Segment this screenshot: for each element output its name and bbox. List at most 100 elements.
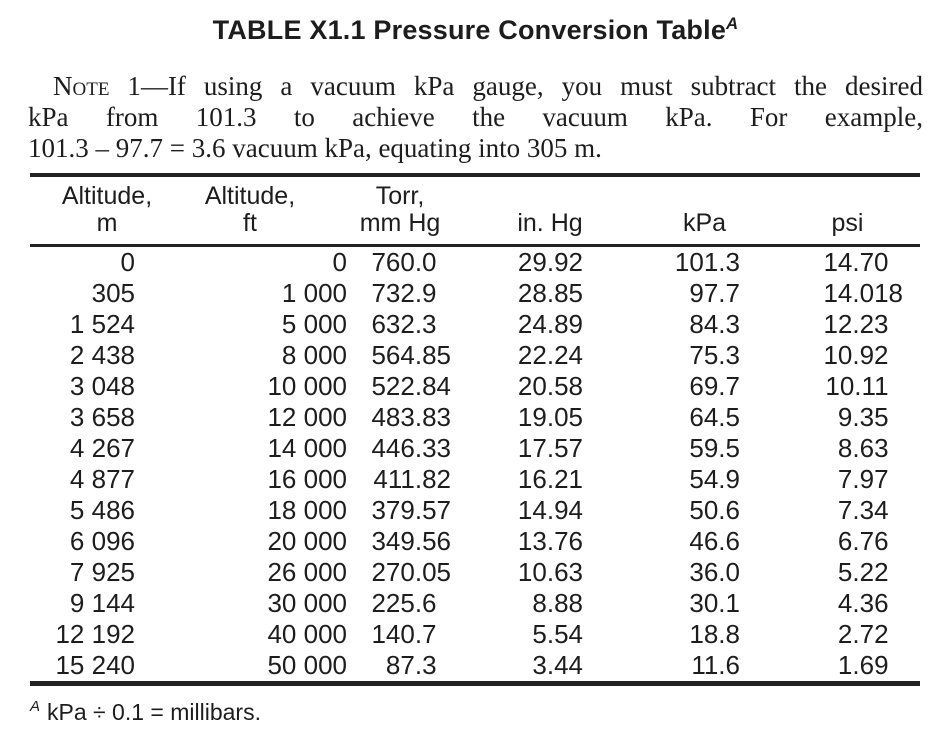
cell-value: 14.70	[823, 247, 889, 277]
table-cell: 26 000	[180, 557, 350, 588]
cell-value: 3 658	[69, 402, 135, 432]
table-cell: 3 048	[30, 371, 180, 402]
cell-value: 12 000	[267, 402, 347, 432]
table-cell: 50.6	[590, 495, 745, 526]
cell-value: 4 267	[69, 433, 135, 463]
note-line-3: 101.3 – 97.7 = 3.6 vacuum kPa, equating …	[28, 133, 602, 163]
table-cell: 10.63	[460, 557, 590, 588]
table-cell: 9.350	[745, 402, 920, 433]
table-cell: 9 144	[30, 588, 180, 619]
table-cell: 87.30	[350, 650, 460, 684]
cell-value: 24.89	[517, 309, 583, 339]
cell-value: 97.7	[689, 278, 740, 308]
table-cell: 2.720	[745, 619, 920, 650]
table-cell: 14.700	[745, 246, 920, 279]
table-cell: 4 877	[30, 464, 180, 495]
cell-value: 20.58	[517, 371, 583, 401]
table-cell: 446.33	[350, 433, 460, 464]
cell-value: 12 192	[55, 619, 135, 649]
column-header: Altitude, ft	[180, 175, 350, 247]
cell-value: 75.3	[689, 340, 740, 370]
column-header-text: Torr,	[375, 182, 425, 210]
cell-value: 7 925	[69, 557, 135, 587]
cell-value: 564.85	[371, 340, 451, 370]
cell-value: 379.57	[371, 495, 451, 525]
note-label: Note 1	[53, 71, 141, 101]
table-cell: 36.0	[590, 557, 745, 588]
cell-value: 0	[332, 247, 347, 277]
cell-value: 64.5	[689, 402, 740, 432]
table-row: 4 877 16 000 411.82 16.21 54.97.970	[30, 464, 920, 495]
table-cell: 7 925	[30, 557, 180, 588]
column-header-text: in. Hg	[517, 209, 583, 237]
table-cell: 305	[30, 278, 180, 309]
cell-value: 1 000	[281, 278, 347, 308]
table-cell: 30 000	[180, 588, 350, 619]
table-cell: 483.83	[350, 402, 460, 433]
table-row: 7 925 26 000 270.05 10.63 36.05.220	[30, 557, 920, 588]
cell-value: 349.56	[371, 526, 451, 556]
cell-value: 4.36	[837, 588, 889, 618]
table-cell: 732.90	[350, 278, 460, 309]
table-cell: 46.6	[590, 526, 745, 557]
cell-value: 2.72	[837, 619, 889, 649]
table-cell: 20 000	[180, 526, 350, 557]
table-cell: 12 192	[30, 619, 180, 650]
table-cell: 16.21	[460, 464, 590, 495]
table-cell: 1 524	[30, 309, 180, 340]
table-cell: 50 000	[180, 650, 350, 684]
cell-value: 28.85	[517, 278, 583, 308]
cell-value: 54.9	[689, 464, 740, 494]
cell-value: 11.6	[691, 650, 740, 680]
cell-value: 9 144	[69, 588, 135, 618]
table-cell: 69.7	[590, 371, 745, 402]
cell-value: 522.84	[371, 371, 451, 401]
table-row: 4 267 14 000 446.33 17.57 59.58.630	[30, 433, 920, 464]
table-cell: 7.340	[745, 495, 920, 526]
cell-value: 87.3	[385, 650, 437, 680]
table-cell: 522.84	[350, 371, 460, 402]
table-header: Altitude, m Altitude, ft Torr, mm Hg in. Hg kPa…	[30, 175, 920, 247]
cell-value: 4 877	[69, 464, 135, 494]
cell-value: 15 240	[55, 650, 135, 680]
cell-value: 8.88	[532, 588, 583, 618]
cell-value: 1 524	[69, 309, 135, 339]
column-header-text: m	[96, 209, 118, 237]
table-cell: 20.58	[460, 371, 590, 402]
cell-value: 6 096	[69, 526, 135, 556]
table-cell: 2 438	[30, 340, 180, 371]
cell-value: 140.7	[371, 619, 437, 649]
table-cell: 632.30	[350, 309, 460, 340]
column-header: kPa	[590, 175, 745, 247]
cell-value: 5.22	[837, 557, 889, 587]
cell-value: 3.44	[532, 650, 583, 680]
table-cell: 22.24	[460, 340, 590, 371]
note-line-1: Note 1—If using a vacuum kPa gauge, you …	[28, 71, 923, 102]
table-row: 2 438 8 000 564.85 22.24 75.310.920	[30, 340, 920, 371]
table-cell: 349.56	[350, 526, 460, 557]
table-cell: 17.57	[460, 433, 590, 464]
table-cell: 14.018	[745, 278, 920, 309]
cell-value: 16 000	[267, 464, 347, 494]
table-cell: 7.970	[745, 464, 920, 495]
table-cell: 15 240	[30, 650, 180, 684]
cell-value: 10.92	[823, 340, 889, 370]
cell-value: 22.24	[517, 340, 583, 370]
column-header: Torr, mm Hg	[350, 175, 460, 247]
column-header: Altitude, m	[30, 175, 180, 247]
table-cell: 8.630	[745, 433, 920, 464]
table-cell: 14 000	[180, 433, 350, 464]
cell-value: 50.6	[689, 495, 740, 525]
table-cell: 270.05	[350, 557, 460, 588]
table-cell: 1 000	[180, 278, 350, 309]
cell-value: 7.34	[837, 495, 889, 525]
cell-value: 411.82	[373, 464, 451, 494]
cell-value: 5 486	[69, 495, 135, 525]
cell-value: 59.5	[689, 433, 740, 463]
table-cell: 29.92	[460, 246, 590, 279]
